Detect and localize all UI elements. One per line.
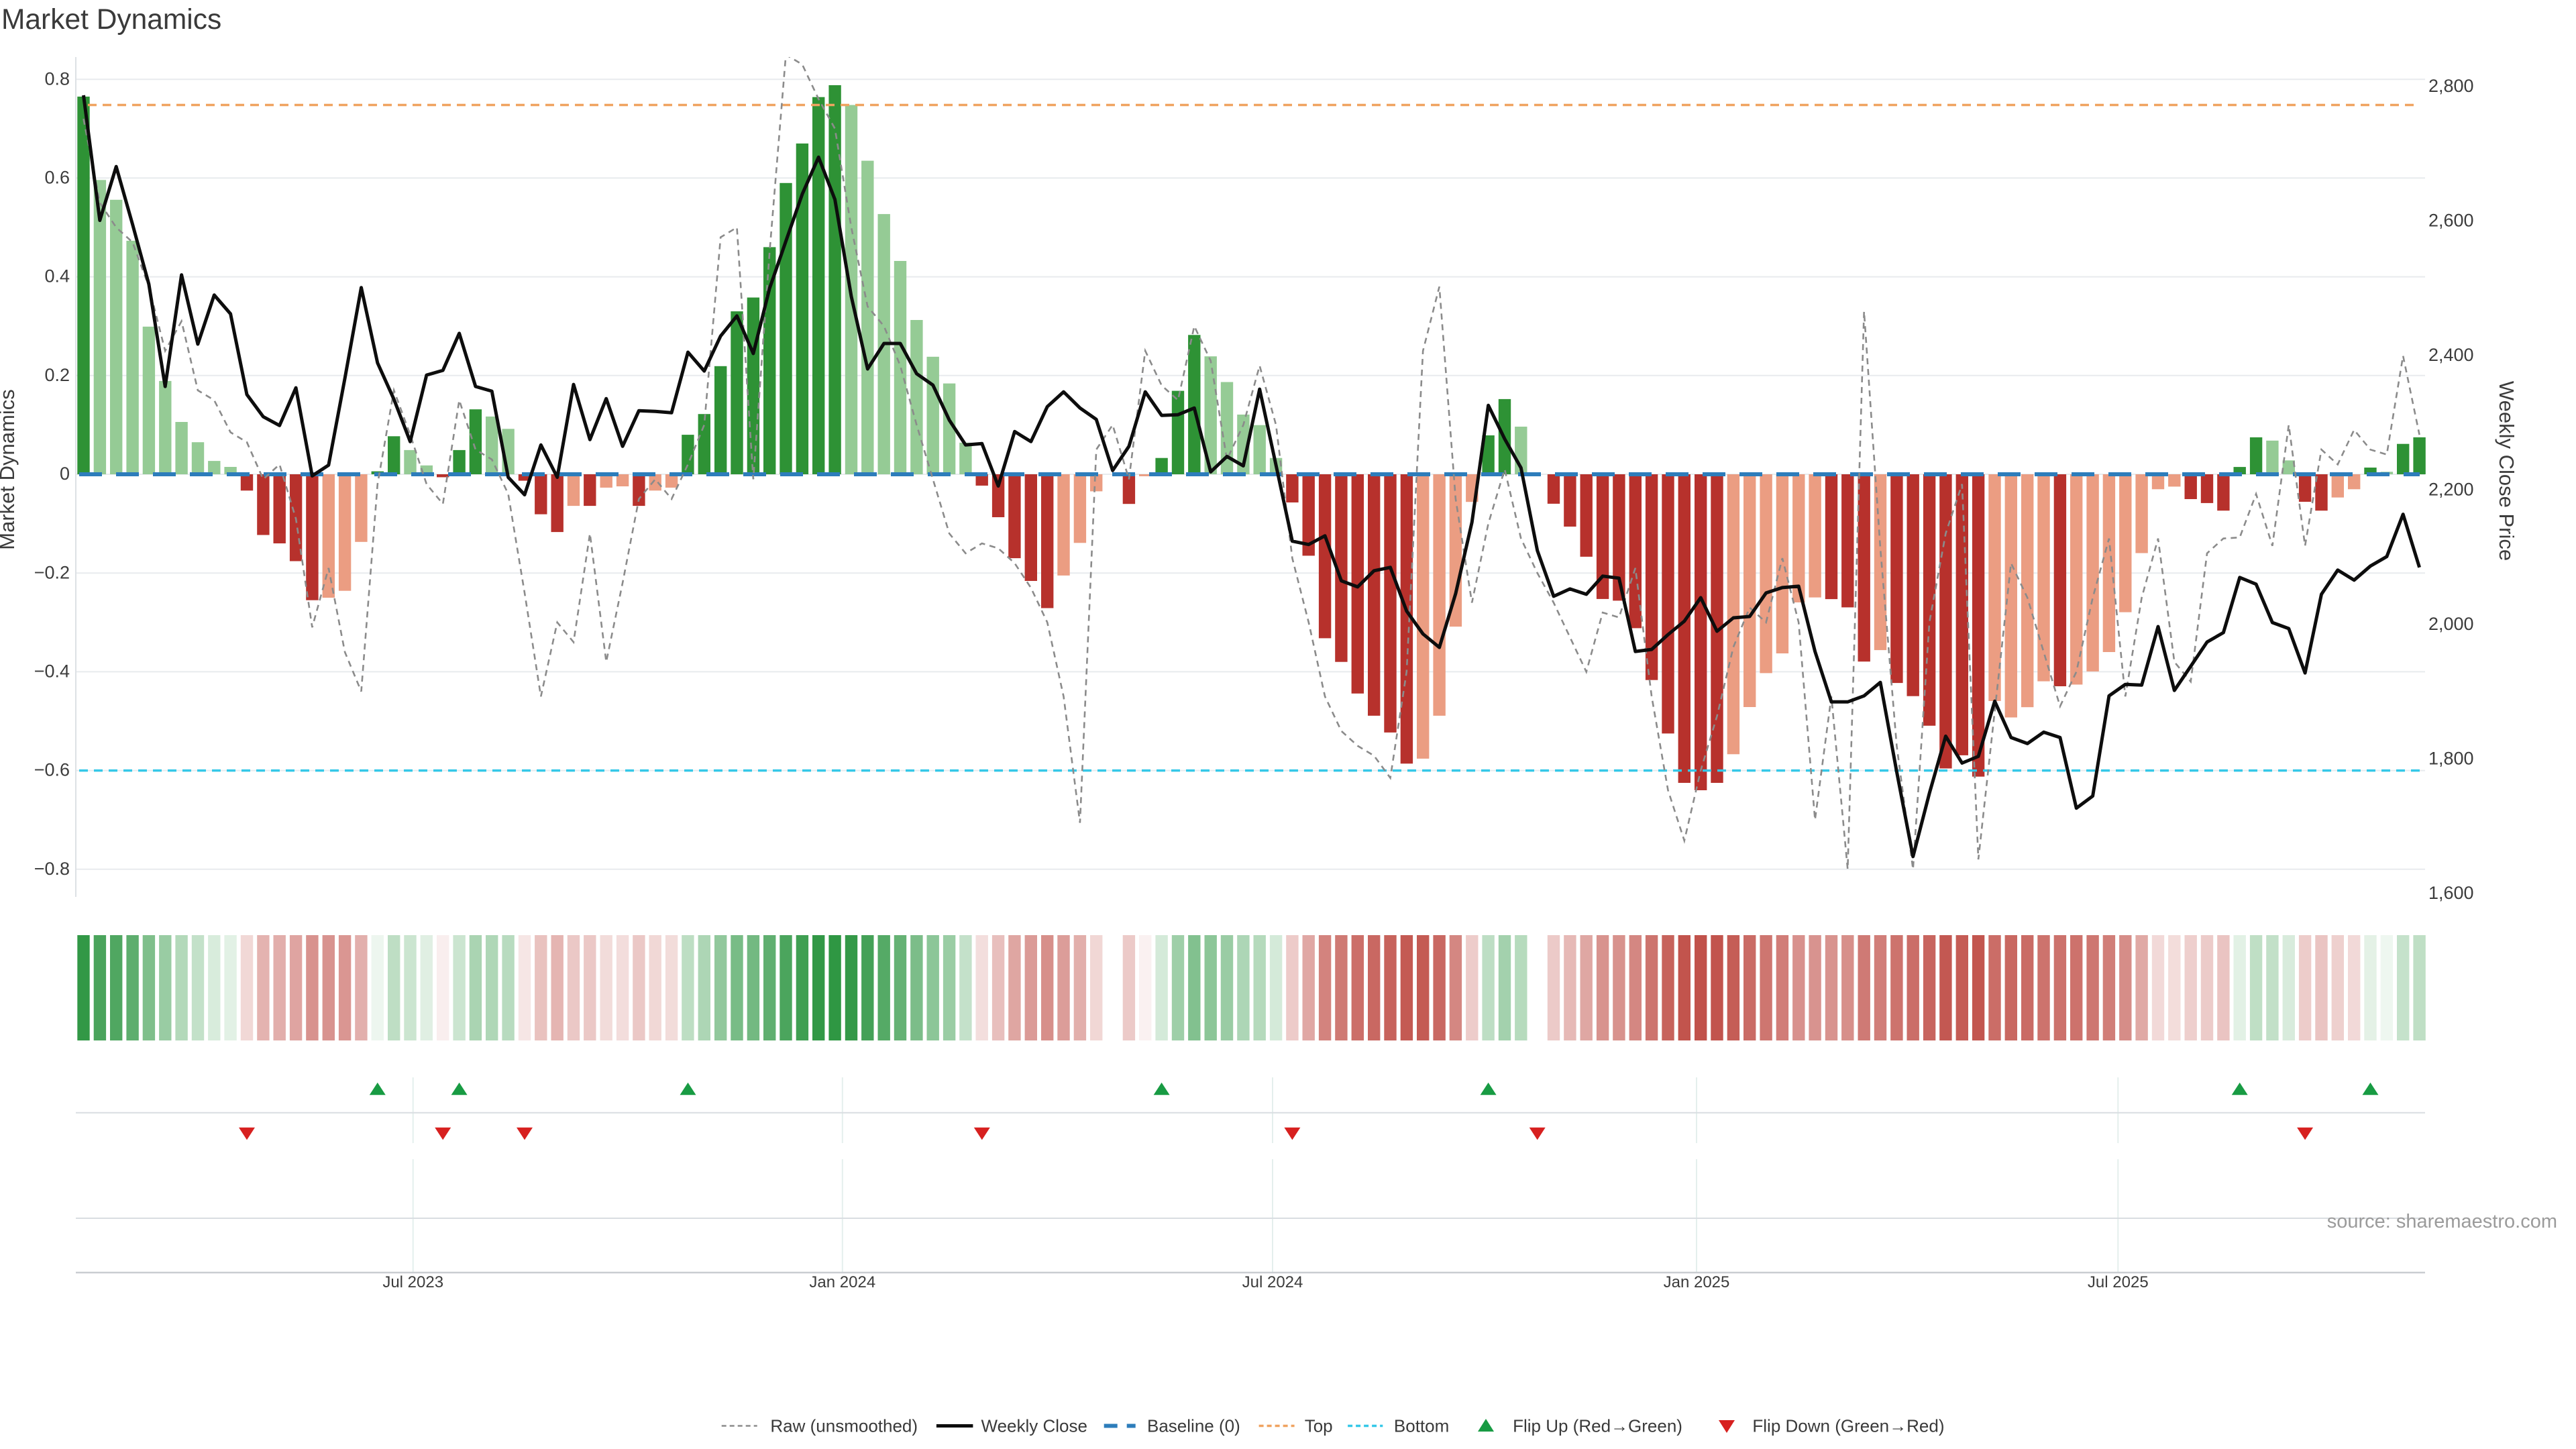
svg-text:0.2: 0.2: [44, 365, 70, 385]
svg-text:2,800: 2,800: [2428, 76, 2474, 96]
svg-text:Jul 2023: Jul 2023: [382, 1273, 443, 1291]
svg-text:Flip Up (Red→Green): Flip Up (Red→Green): [1513, 1415, 1682, 1436]
svg-text:0: 0: [60, 464, 70, 484]
svg-text:−0.4: −0.4: [34, 661, 70, 682]
svg-text:Market Dynamics: Market Dynamics: [0, 389, 19, 549]
svg-text:Top: Top: [1305, 1415, 1333, 1436]
svg-text:2,400: 2,400: [2428, 345, 2474, 365]
svg-text:1,800: 1,800: [2428, 749, 2474, 769]
svg-text:−0.6: −0.6: [34, 760, 70, 780]
svg-text:Jul 2024: Jul 2024: [1242, 1273, 1303, 1291]
svg-text:−0.2: −0.2: [34, 562, 70, 582]
svg-text:Market Dynamics: Market Dynamics: [1, 4, 221, 36]
svg-text:1,600: 1,600: [2428, 883, 2474, 903]
svg-text:−0.8: −0.8: [34, 859, 70, 879]
svg-text:source: sharemaestro.com: source: sharemaestro.com: [2327, 1211, 2557, 1232]
svg-text:Jan 2024: Jan 2024: [809, 1273, 875, 1291]
svg-text:2,000: 2,000: [2428, 614, 2474, 634]
svg-text:2,200: 2,200: [2428, 480, 2474, 500]
svg-text:Flip Down (Green→Red): Flip Down (Green→Red): [1752, 1415, 1944, 1436]
svg-text:Jul 2025: Jul 2025: [2088, 1273, 2149, 1291]
svg-text:2,600: 2,600: [2428, 211, 2474, 231]
svg-text:0.6: 0.6: [44, 168, 70, 188]
svg-text:0.8: 0.8: [44, 68, 70, 89]
svg-text:Jan 2025: Jan 2025: [1664, 1273, 1730, 1291]
svg-text:Raw (unsmoothed): Raw (unsmoothed): [770, 1415, 918, 1436]
svg-text:Weekly Close Price: Weekly Close Price: [2495, 381, 2518, 561]
svg-text:Baseline (0): Baseline (0): [1147, 1415, 1240, 1436]
svg-text:Weekly Close: Weekly Close: [981, 1415, 1087, 1436]
svg-text:Bottom: Bottom: [1394, 1415, 1449, 1436]
svg-text:0.4: 0.4: [44, 266, 70, 286]
